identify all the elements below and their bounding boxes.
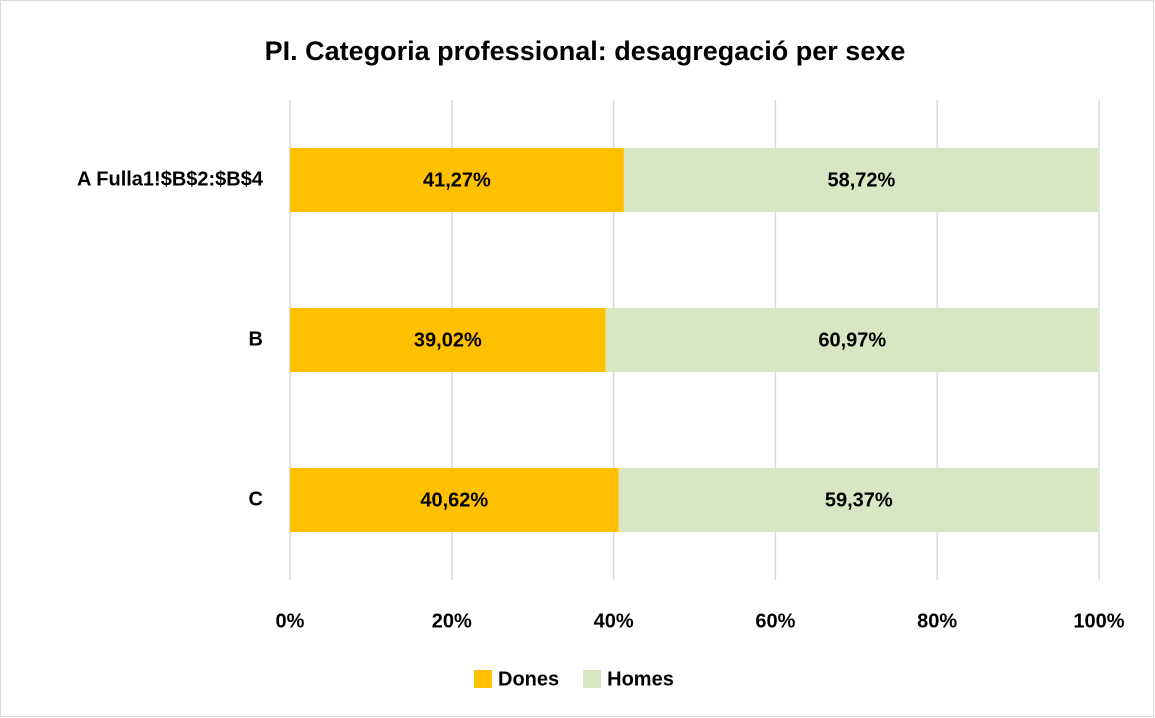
bar-segment <box>623 148 1099 212</box>
data-label: 58,72% <box>827 169 895 191</box>
data-label: 60,97% <box>818 329 886 351</box>
x-tick-label: 40% <box>594 610 634 632</box>
y-tick-label: B <box>249 328 263 350</box>
legend-label: Homes <box>607 668 674 690</box>
x-tick-label: 0% <box>276 610 305 632</box>
bar-segment <box>605 308 1099 372</box>
y-tick-label: C <box>249 488 263 510</box>
x-tick-label: 60% <box>755 610 795 632</box>
data-label: 41,27% <box>423 169 491 191</box>
bar-segment <box>290 308 606 372</box>
legend-label: Dones <box>498 668 559 690</box>
bar-segment <box>618 468 1099 532</box>
x-tick-label: 20% <box>432 610 472 632</box>
legend-swatch <box>474 670 492 688</box>
data-label: 39,02% <box>414 329 482 351</box>
data-label: 59,37% <box>825 489 893 511</box>
chart-title: PI. Categoria professional: desagregació… <box>265 36 906 66</box>
data-label: 40,62% <box>420 489 488 511</box>
legend-swatch <box>583 670 602 688</box>
x-tick-label: 100% <box>1073 610 1124 632</box>
x-tick-label: 80% <box>917 610 957 632</box>
bar-segment <box>290 148 624 212</box>
bar-segment <box>290 468 619 532</box>
y-tick-label: A Fulla1!$B$2:$B$4 <box>77 168 264 190</box>
